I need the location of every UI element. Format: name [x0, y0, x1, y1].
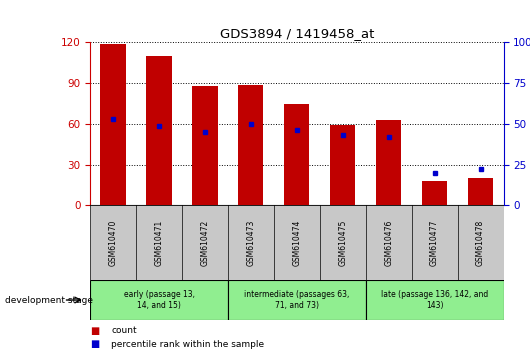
Bar [238, 85, 263, 205]
Text: percentile rank within the sample: percentile rank within the sample [111, 339, 264, 349]
Bar [146, 56, 172, 205]
Text: GSM610472: GSM610472 [200, 219, 209, 266]
Text: early (passage 13,
14, and 15): early (passage 13, 14, and 15) [123, 290, 195, 310]
Bar [422, 181, 447, 205]
Text: late (passage 136, 142, and
143): late (passage 136, 142, and 143) [381, 290, 488, 310]
Text: ■: ■ [90, 326, 99, 336]
Bar [90, 280, 228, 320]
Bar [330, 125, 355, 205]
Text: GSM610473: GSM610473 [246, 219, 255, 266]
Text: development stage: development stage [5, 296, 93, 304]
Bar [192, 86, 218, 205]
Text: ■: ■ [90, 339, 99, 349]
Text: intermediate (passages 63,
71, and 73): intermediate (passages 63, 71, and 73) [244, 290, 349, 310]
Text: GSM610474: GSM610474 [293, 219, 301, 266]
Text: GSM610470: GSM610470 [109, 219, 118, 266]
Text: GSM610475: GSM610475 [338, 219, 347, 266]
Text: GSM610477: GSM610477 [430, 219, 439, 266]
Bar [376, 120, 401, 205]
Bar [366, 280, 504, 320]
Text: GSM610471: GSM610471 [155, 219, 163, 266]
Text: GSM610478: GSM610478 [476, 219, 485, 266]
Bar [101, 44, 126, 205]
Bar [284, 104, 310, 205]
Bar [468, 178, 493, 205]
Title: GDS3894 / 1419458_at: GDS3894 / 1419458_at [219, 27, 374, 40]
Text: GSM610476: GSM610476 [384, 219, 393, 266]
Text: count: count [111, 326, 137, 336]
Bar [228, 280, 366, 320]
